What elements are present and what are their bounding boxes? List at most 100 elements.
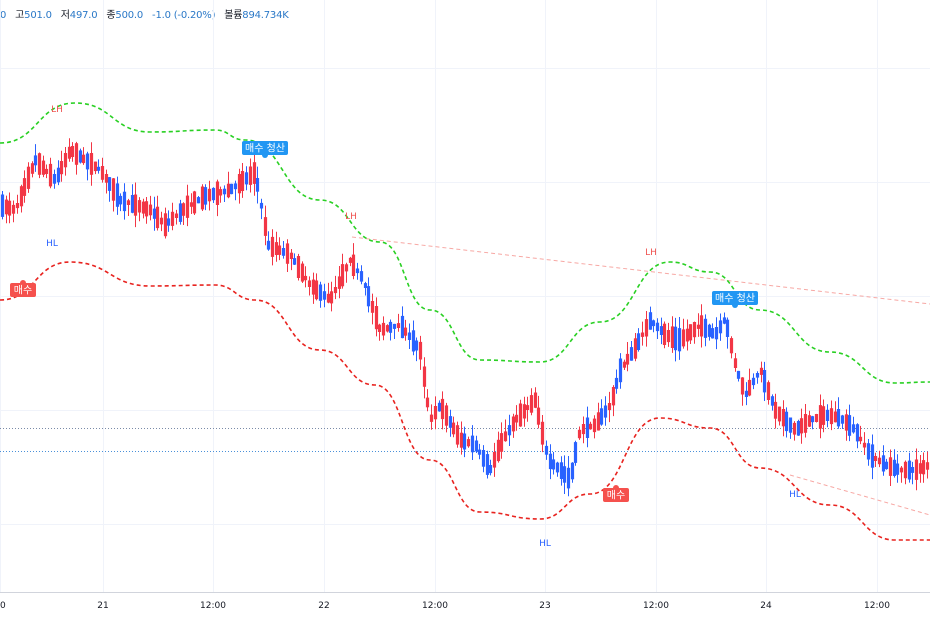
- candle-body-down: [363, 283, 368, 288]
- candle-body-up: [821, 406, 826, 425]
- candle-body-down: [570, 462, 575, 480]
- candle-body-down: [130, 195, 135, 213]
- candle-body-down: [229, 183, 234, 195]
- candle-body-up: [333, 287, 338, 294]
- candle-body-up: [640, 332, 645, 337]
- x-tick-label: 0: [0, 601, 6, 611]
- candle-body-up: [126, 200, 131, 205]
- candle-body-up: [329, 291, 334, 304]
- candle-body-up: [403, 327, 408, 336]
- candle-body-up: [773, 401, 778, 419]
- candle-body-up: [7, 200, 12, 216]
- candle-body-up: [263, 217, 268, 236]
- candle-body-down: [122, 191, 127, 212]
- candle-body-down: [722, 317, 727, 324]
- candle-body-down: [751, 377, 756, 386]
- candle-body-up: [877, 457, 882, 465]
- candle-body-down: [407, 332, 412, 340]
- candle-body-down: [796, 421, 801, 436]
- candle-body-up: [215, 181, 220, 205]
- candle-body-up: [503, 431, 508, 442]
- candle-body-down: [825, 409, 830, 421]
- candle-body-up: [296, 256, 301, 278]
- candle-body-down: [648, 312, 653, 330]
- exit-buy-badge-text: 매수 청산: [245, 143, 285, 155]
- x-tick-label: 24: [760, 601, 772, 611]
- upper-band-line: [0, 102, 930, 384]
- candle-body-up: [326, 293, 331, 303]
- buy-badge: 매수: [10, 280, 36, 297]
- candle-body-down: [566, 467, 571, 489]
- candle-body-down: [866, 443, 871, 460]
- exit-buy-badge-anchor-dot: [262, 152, 268, 158]
- candle-body-down: [85, 153, 90, 170]
- candle-body-up: [11, 204, 16, 214]
- x-tick-label: 22: [318, 601, 329, 611]
- candle-body-up: [451, 422, 456, 435]
- candle-body-down: [56, 167, 61, 183]
- candle-body-down: [78, 150, 83, 163]
- candle-body-up: [63, 153, 68, 168]
- candle-body-up: [307, 280, 312, 287]
- candle-body-up: [925, 462, 930, 470]
- candle-body-up: [67, 146, 72, 159]
- exit-buy-badge-box: [712, 291, 758, 305]
- candle-layer: [0, 138, 930, 497]
- buy-badge-box: [10, 283, 36, 297]
- trendline-layer: [351, 236, 930, 516]
- close-label: 종: [106, 10, 116, 21]
- candle-body-up: [781, 409, 786, 427]
- open-value: 0: [0, 10, 7, 21]
- candle-body-up: [492, 452, 497, 468]
- candle-body-up: [792, 422, 797, 435]
- candle-body-up: [218, 189, 223, 196]
- candle-body-down: [259, 202, 264, 209]
- candle-body-up: [829, 408, 834, 425]
- candle-body-down: [718, 320, 723, 334]
- candle-body-down: [881, 455, 886, 472]
- candle-body-up: [4, 199, 9, 215]
- candle-body-up: [340, 264, 345, 287]
- x-tick-label: 12:00: [200, 601, 226, 611]
- candle-body-down: [448, 416, 453, 428]
- candle-body-down: [507, 425, 512, 436]
- candle-body-down: [655, 322, 660, 332]
- candle-body-up: [522, 404, 527, 419]
- candle-body-down: [559, 462, 564, 479]
- candle-body-up: [759, 367, 764, 375]
- candle-body-up: [511, 416, 516, 432]
- candle-body-up: [533, 392, 538, 408]
- candle-body-down: [96, 166, 101, 171]
- candle-body-up: [111, 178, 116, 201]
- volume-value: 894.734K: [242, 10, 289, 21]
- candle-body-down: [603, 405, 608, 418]
- candle-body-down: [0, 194, 5, 217]
- candle-body-down: [470, 435, 475, 453]
- candle-body-up: [529, 395, 534, 413]
- candle-body-down: [636, 333, 641, 350]
- candle-body-up: [81, 154, 86, 164]
- candle-body-down: [255, 178, 260, 192]
- candle-body-up: [459, 432, 464, 448]
- candle-body-up: [274, 242, 279, 255]
- candle-body-down: [851, 424, 856, 433]
- buy-badge-anchor-dot: [613, 485, 619, 491]
- candle-body-down: [744, 390, 749, 397]
- low-value: 497.0: [69, 10, 98, 21]
- x-tick-label: 12:00: [422, 601, 448, 611]
- candle-body-up: [592, 418, 597, 433]
- candle-body-up: [440, 398, 445, 420]
- candle-body-down: [599, 408, 604, 425]
- candle-body-down: [481, 450, 486, 467]
- ohlc-info-bar: 0 고501.0 저497.0 종500.0 -1.0 (-0.20%) 볼륨8…: [0, 6, 289, 21]
- candle-body-up: [740, 377, 745, 395]
- candle-body-up: [19, 186, 24, 207]
- candle-body-up: [766, 382, 771, 400]
- candle-body-up: [181, 203, 186, 216]
- candle-body-up: [285, 243, 290, 264]
- candle-body-down: [755, 373, 760, 378]
- candle-body-up: [26, 166, 31, 189]
- candle-body-up: [314, 280, 319, 300]
- exit-buy-badge: 매수 청산: [712, 291, 758, 308]
